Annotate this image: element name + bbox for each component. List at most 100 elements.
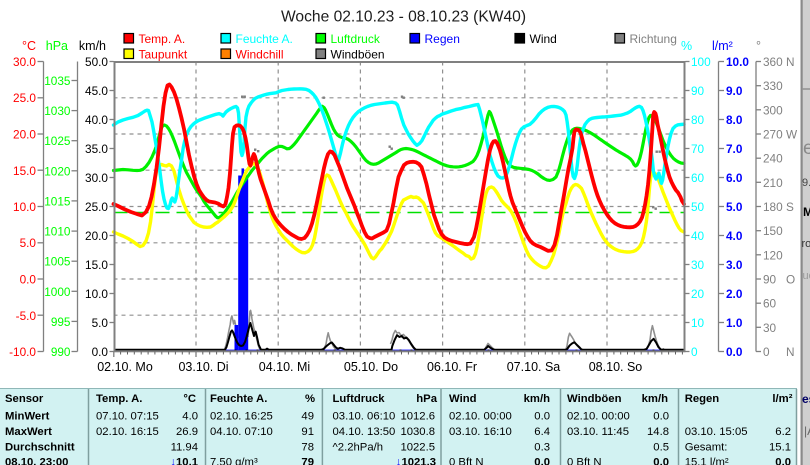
svg-text:100: 100 xyxy=(691,55,711,69)
svg-text:40.0: 40.0 xyxy=(85,113,108,127)
svg-text:3.0: 3.0 xyxy=(726,258,743,272)
svg-text:210: 210 xyxy=(763,176,783,190)
svg-text:14.8: 14.8 xyxy=(647,426,669,438)
svg-text:↓10.1: ↓10.1 xyxy=(170,457,198,465)
svg-text:km/h: km/h xyxy=(642,393,668,405)
svg-text:Windböen: Windböen xyxy=(567,393,622,405)
svg-text:4.0: 4.0 xyxy=(726,229,743,243)
svg-text:30: 30 xyxy=(691,258,705,272)
svg-text:1025: 1025 xyxy=(44,134,71,148)
svg-text:↓1021.3: ↓1021.3 xyxy=(396,457,436,465)
svg-text:04.10. 13:50: 04.10. 13:50 xyxy=(333,426,396,438)
svg-text:15.1 l/m²: 15.1 l/m² xyxy=(685,457,729,465)
svg-text:7.0: 7.0 xyxy=(726,142,743,156)
svg-text:2.0: 2.0 xyxy=(726,287,743,301)
svg-text:1020: 1020 xyxy=(44,164,71,178)
svg-text:03.10. Di: 03.10. Di xyxy=(178,360,228,374)
svg-text:300: 300 xyxy=(763,103,783,117)
svg-text:270: 270 xyxy=(763,128,783,142)
svg-text:-10.0: -10.0 xyxy=(9,345,36,359)
svg-text:30: 30 xyxy=(763,321,777,335)
svg-text:4.0: 4.0 xyxy=(182,411,198,423)
svg-text:90: 90 xyxy=(691,84,705,98)
svg-text:ro: ro xyxy=(802,238,810,250)
svg-text:Windchill: Windchill xyxy=(236,48,284,62)
svg-text:02.10. Mo: 02.10. Mo xyxy=(97,360,153,374)
svg-text:0: 0 xyxy=(763,345,770,359)
svg-text:0.0: 0.0 xyxy=(775,457,791,465)
svg-text:0.3: 0.3 xyxy=(534,442,550,454)
svg-text:S: S xyxy=(786,200,794,214)
svg-text:Feuchte A.: Feuchte A. xyxy=(236,32,293,46)
svg-text:Gesamt:: Gesamt: xyxy=(685,442,728,454)
svg-text:79: 79 xyxy=(301,457,314,465)
svg-text:Temp. A.: Temp. A. xyxy=(139,32,186,46)
svg-text:26.9: 26.9 xyxy=(176,426,198,438)
svg-text:02.10. 16:25: 02.10. 16:25 xyxy=(210,411,273,423)
svg-text:1035: 1035 xyxy=(44,74,71,88)
svg-text:70: 70 xyxy=(691,142,705,156)
svg-text:10.0: 10.0 xyxy=(85,287,108,301)
svg-text:Regen: Regen xyxy=(685,393,720,405)
svg-text:°C: °C xyxy=(183,393,196,405)
svg-text:15.1: 15.1 xyxy=(769,442,791,454)
svg-text:80: 80 xyxy=(691,113,705,127)
svg-text:30.0: 30.0 xyxy=(85,171,108,185)
svg-text:9.: 9. xyxy=(802,177,810,189)
svg-text:M: M xyxy=(803,205,810,219)
svg-text:04.10. 07:10: 04.10. 07:10 xyxy=(210,426,273,438)
svg-text:1005: 1005 xyxy=(44,255,71,269)
svg-text:15.0: 15.0 xyxy=(13,164,36,178)
svg-text:Durchschnitt: Durchschnitt xyxy=(5,442,75,454)
svg-text:02.10. 00:00: 02.10. 00:00 xyxy=(449,411,512,423)
svg-text:45.0: 45.0 xyxy=(85,84,108,98)
svg-text:Sensor: Sensor xyxy=(5,393,44,405)
svg-text:0.0: 0.0 xyxy=(534,457,550,465)
svg-text:20.0: 20.0 xyxy=(13,128,36,142)
svg-text:es: es xyxy=(802,392,810,406)
svg-text:8.0: 8.0 xyxy=(726,113,743,127)
svg-text:10: 10 xyxy=(691,316,705,330)
svg-text:03.10. 11:45: 03.10. 11:45 xyxy=(567,426,629,438)
svg-text:1.0: 1.0 xyxy=(726,316,743,330)
svg-text:360: 360 xyxy=(763,55,783,69)
svg-text:N: N xyxy=(786,345,795,359)
svg-text:25.0: 25.0 xyxy=(13,91,36,105)
svg-text:40: 40 xyxy=(691,229,705,243)
svg-text:11.94: 11.94 xyxy=(171,442,198,454)
svg-text:49: 49 xyxy=(301,411,314,423)
svg-text:60: 60 xyxy=(763,297,777,311)
svg-text:1010: 1010 xyxy=(44,225,71,239)
svg-text:l/m²: l/m² xyxy=(772,393,792,405)
svg-text:MaxWert: MaxWert xyxy=(5,426,52,438)
svg-text:0 Bft N: 0 Bft N xyxy=(567,457,602,465)
svg-text:50.0: 50.0 xyxy=(85,55,108,69)
svg-text:91: 91 xyxy=(301,426,314,438)
svg-text:1012.6: 1012.6 xyxy=(400,411,435,423)
svg-text:1030.8: 1030.8 xyxy=(400,426,435,438)
svg-text:50: 50 xyxy=(691,200,705,214)
svg-text:25.0: 25.0 xyxy=(85,200,108,214)
svg-text:Richtung: Richtung xyxy=(630,32,677,46)
svg-text:6.2: 6.2 xyxy=(775,426,791,438)
svg-text:Taupunkt: Taupunkt xyxy=(139,48,188,62)
svg-text:1015: 1015 xyxy=(44,194,71,208)
svg-text:995: 995 xyxy=(51,315,71,329)
svg-text:150: 150 xyxy=(763,224,783,238)
svg-text:07.10. Sa: 07.10. Sa xyxy=(507,360,561,374)
svg-text:hPa: hPa xyxy=(416,393,437,405)
svg-text:l/m²: l/m² xyxy=(712,39,733,53)
svg-text:N: N xyxy=(786,55,795,69)
svg-text:1030: 1030 xyxy=(44,104,71,118)
svg-text:990: 990 xyxy=(51,345,71,359)
svg-text:20.0: 20.0 xyxy=(85,229,108,243)
svg-text:0.0: 0.0 xyxy=(726,345,743,359)
svg-text:20: 20 xyxy=(691,287,705,301)
svg-text:5.0: 5.0 xyxy=(726,200,743,214)
svg-text:Luftdruck: Luftdruck xyxy=(333,393,386,405)
svg-text:02.10. 16:15: 02.10. 16:15 xyxy=(96,426,159,438)
svg-text:Luftdruck: Luftdruck xyxy=(331,32,381,46)
svg-text:|A: |A xyxy=(804,424,810,438)
svg-text:Wind: Wind xyxy=(530,32,557,46)
svg-text:35.0: 35.0 xyxy=(85,142,108,156)
